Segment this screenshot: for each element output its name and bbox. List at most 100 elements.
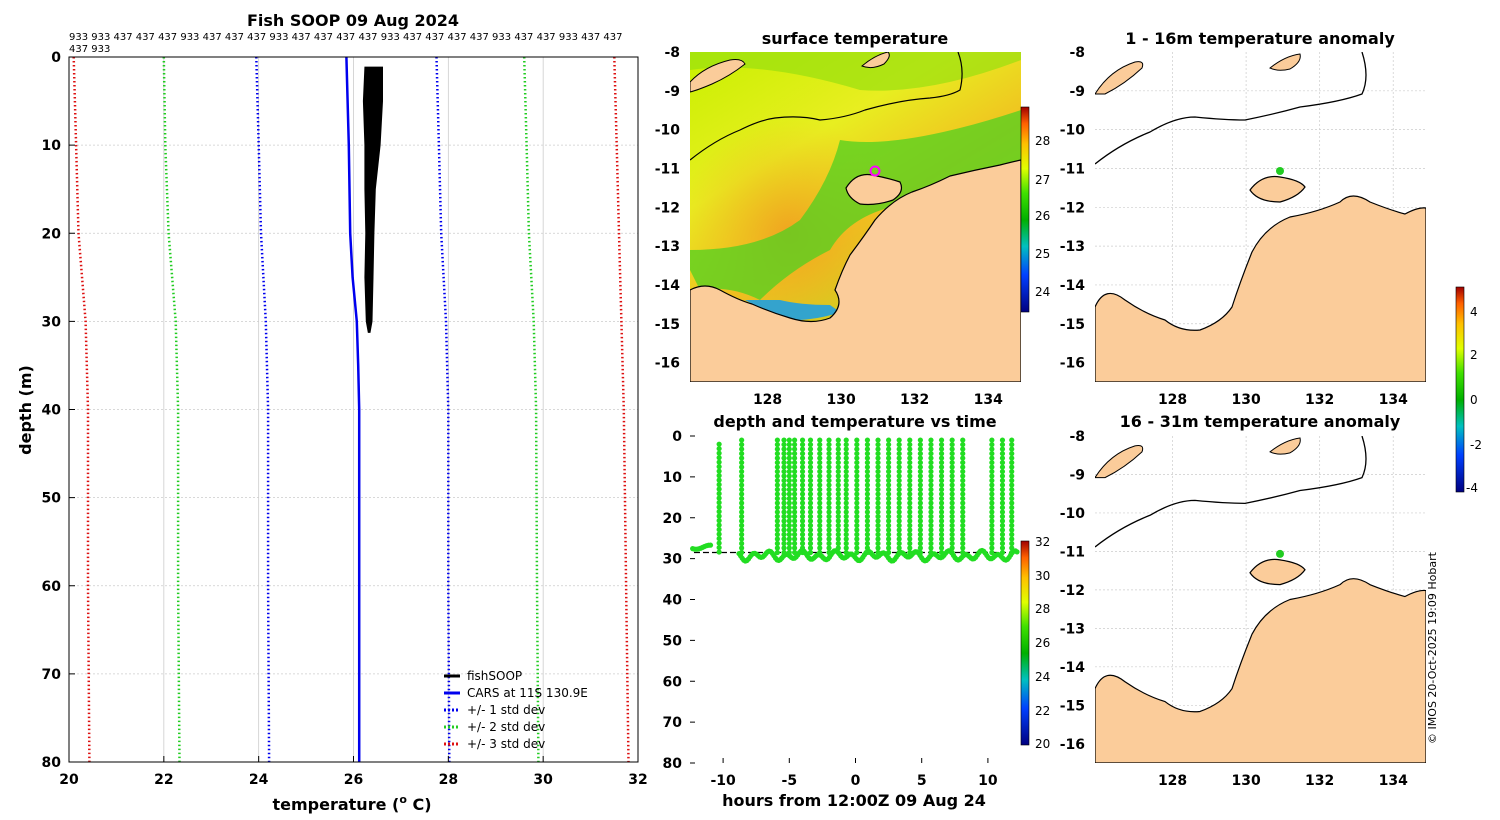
- depth-point: [938, 522, 945, 529]
- map-lat-label: -16: [655, 356, 680, 372]
- depth-point: [938, 495, 945, 502]
- depth-point: [774, 531, 780, 538]
- depth-point: [854, 446, 860, 452]
- depth-point: [886, 455, 892, 461]
- footer-credit: © IMOS 20-Oct-2025 19:09 Hobart: [1426, 551, 1439, 744]
- dt-colorbar-tick: 22: [1035, 704, 1050, 718]
- sst-land: [690, 159, 1021, 382]
- depth-point: [807, 513, 814, 520]
- depth-point: [886, 491, 892, 497]
- depth-point: [949, 495, 955, 502]
- depth-point: [826, 477, 832, 484]
- depth-point: [864, 468, 871, 475]
- depth-point: [886, 500, 892, 506]
- depth-point: [949, 509, 955, 515]
- depth-point: [896, 545, 902, 551]
- depth-point: [864, 495, 871, 502]
- depth-point: [781, 482, 787, 488]
- depth-point: [843, 459, 849, 466]
- depth-point: [774, 473, 780, 479]
- depth-point: [989, 536, 995, 542]
- sst-colorbar-tick: 28: [1035, 134, 1050, 148]
- depth-point: [817, 536, 823, 542]
- depth-point: [854, 549, 860, 556]
- depth-point: [896, 500, 902, 506]
- depth-point: [864, 504, 871, 511]
- depth-point: [864, 518, 871, 524]
- depth-point: [716, 500, 722, 506]
- depth-point: [886, 446, 892, 452]
- depth-point: [960, 518, 966, 524]
- depth-point: [835, 473, 841, 479]
- depth-point: [835, 540, 841, 547]
- depth-point: [938, 468, 945, 475]
- depth-point: [949, 540, 955, 547]
- depth-point: [960, 495, 966, 502]
- depth-point: [843, 549, 849, 556]
- depth-point: [999, 549, 1006, 556]
- depth-point: [835, 482, 841, 488]
- depth-point: [886, 441, 892, 448]
- depth-point: [1009, 455, 1015, 461]
- depth-point: [739, 536, 745, 542]
- depth-point: [781, 473, 787, 479]
- depth-point: [716, 531, 722, 537]
- depth-point: [917, 495, 923, 502]
- map-land: [1095, 578, 1426, 763]
- map-lat-label: -8: [1069, 429, 1085, 445]
- depth-point: [999, 464, 1006, 470]
- anomaly-top-ticks: -8 -9 -10 -11 -12 -13 -14 -15 -16 128 130 132 134: [1060, 45, 1408, 408]
- depth-point: [989, 464, 995, 470]
- depth-point: [907, 518, 913, 524]
- depth-point: [835, 545, 841, 551]
- depth-point: [716, 491, 722, 497]
- depth-point: [886, 540, 892, 547]
- depth-point: [938, 450, 945, 457]
- depth-point: [716, 527, 722, 533]
- depth-point: [774, 441, 780, 448]
- depth-point: [786, 486, 792, 493]
- depth-point: [917, 473, 923, 479]
- sst-north-green: [690, 52, 1021, 91]
- depth-point: [786, 536, 792, 542]
- depth-point: [774, 437, 780, 443]
- dt-ytick-label: 60: [663, 674, 683, 690]
- depth-point: [917, 504, 923, 511]
- depth-point: [1009, 531, 1015, 538]
- depth-point: [999, 522, 1006, 529]
- depth-point: [739, 531, 745, 538]
- depth-point: [938, 486, 945, 493]
- depth-point: [843, 477, 849, 484]
- depth-point: [989, 459, 995, 466]
- depth-point: [896, 486, 902, 493]
- depth-point: [864, 531, 871, 538]
- depth-point: [826, 468, 832, 475]
- depth-point: [716, 522, 722, 528]
- depth-point: [999, 468, 1006, 475]
- depth-point: [886, 518, 892, 524]
- depth-point: [843, 527, 849, 533]
- depth-point: [786, 504, 792, 511]
- depth-point: [886, 527, 892, 533]
- profile-ytick-label: 70: [42, 667, 62, 683]
- depth-point: [875, 513, 881, 520]
- depth-point: [843, 450, 849, 457]
- depth-point: [938, 531, 945, 538]
- depth-point: [960, 513, 966, 520]
- depth-point: [917, 549, 923, 556]
- profile-ytick-label: 10: [42, 138, 62, 154]
- depth-point: [781, 518, 787, 524]
- depth-point: [843, 491, 849, 497]
- depth-point: [826, 473, 832, 479]
- profile-legend: fishSOOP CARS at 11S 130.9E +/- 1 std de…: [444, 669, 588, 751]
- depth-point: [989, 549, 995, 556]
- depth-point: [817, 540, 823, 547]
- depth-point: [739, 468, 745, 475]
- depth-point: [786, 450, 792, 457]
- depth-point: [1009, 477, 1015, 484]
- depth-point: [989, 450, 995, 457]
- depth-point: [716, 450, 722, 456]
- depth-point: [739, 522, 745, 529]
- depth-point: [949, 437, 955, 443]
- depth-point: [896, 450, 902, 457]
